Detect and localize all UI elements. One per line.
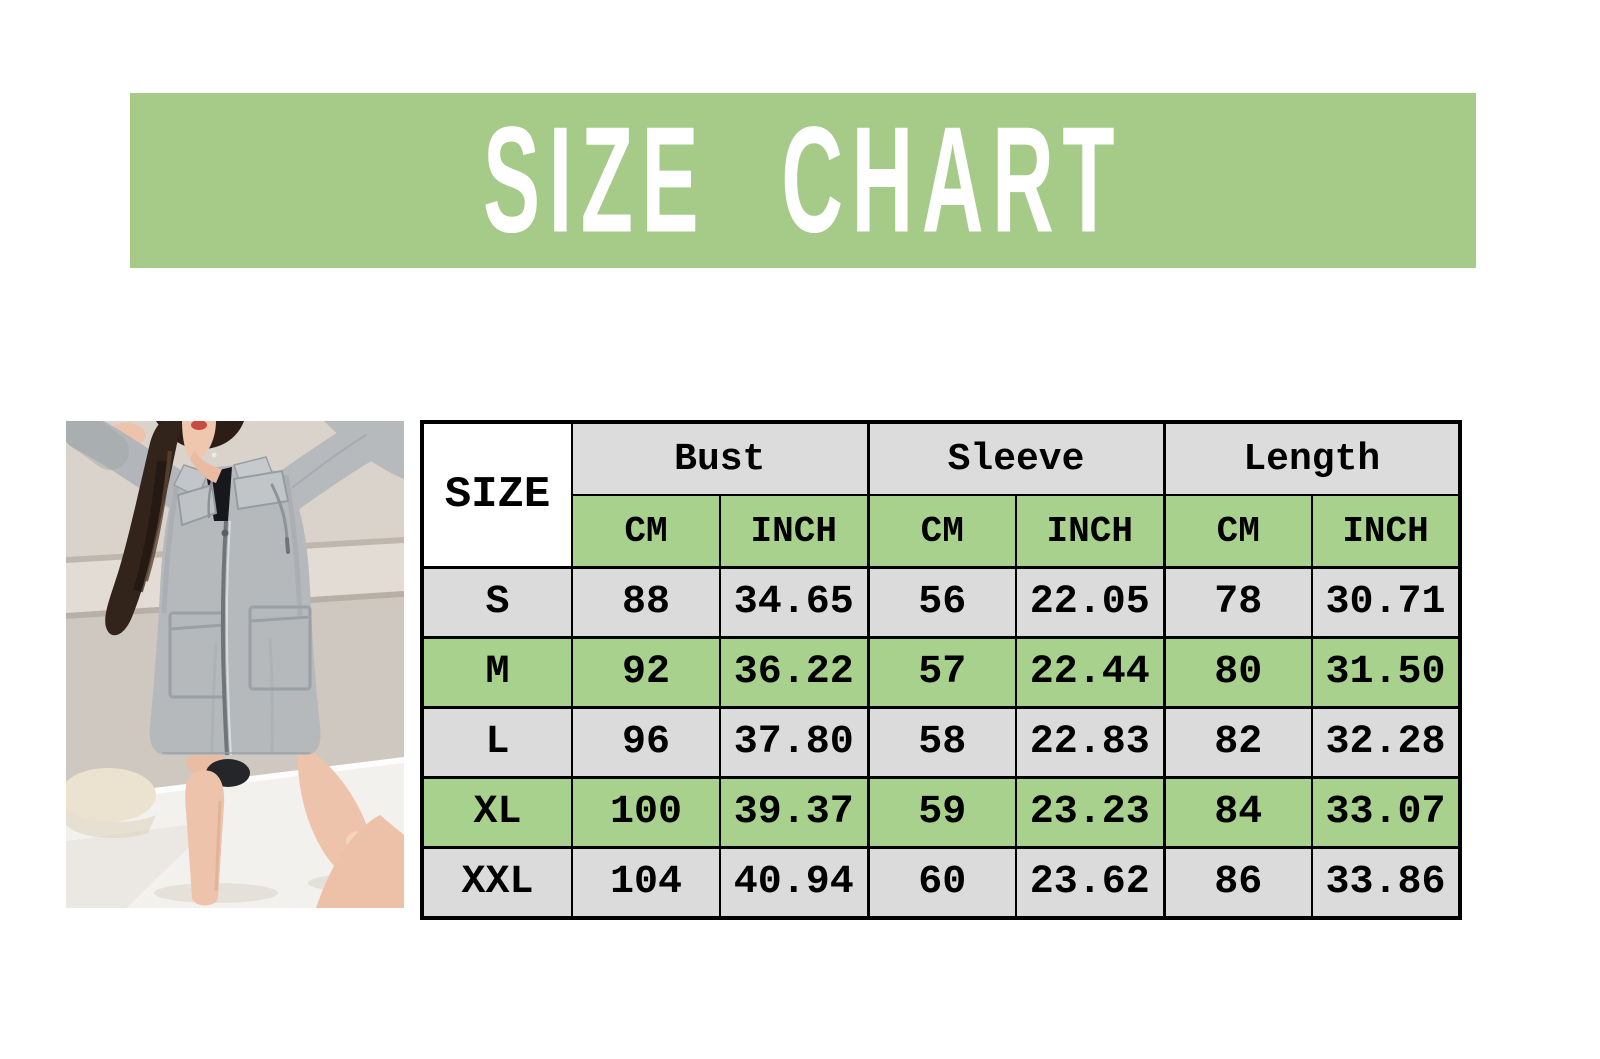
bust-inch-cell: 40.94 xyxy=(719,846,869,920)
bust-cm-cell: 104 xyxy=(571,846,721,920)
sleeve-cm-cell: 60 xyxy=(866,846,1017,920)
length-cm-cell: 80 xyxy=(1162,636,1314,709)
bust-cm-cell: 96 xyxy=(571,706,721,779)
size-table: SIZE Bust Sleeve Length CM INCH CM INCH … xyxy=(420,420,1463,920)
model-legs xyxy=(185,743,404,908)
bust-cm-cell: 88 xyxy=(571,566,721,639)
table-row-l: L 96 37.80 58 22.83 82 32.28 xyxy=(421,706,1462,779)
size-cell: S xyxy=(421,566,573,639)
sleeve-inch-cell: 23.62 xyxy=(1014,846,1166,920)
sleeve-cm-header: CM xyxy=(866,494,1017,569)
unit-header-row: CM INCH CM INCH CM INCH xyxy=(422,494,1462,569)
bust-inch-cell: 36.22 xyxy=(719,636,869,709)
sleeve-cm-cell: 56 xyxy=(866,566,1017,639)
gray-hoodie-dress xyxy=(149,456,321,756)
table-row-s: S 88 34.65 56 22.05 78 30.71 xyxy=(421,566,1462,639)
group-header-row: SIZE Bust Sleeve Length xyxy=(421,421,1462,569)
bust-cm-cell: 92 xyxy=(571,636,721,709)
sleeve-inch-cell: 23.23 xyxy=(1014,776,1166,849)
length-inch-cell: 33.07 xyxy=(1311,776,1462,849)
size-cell: XXL xyxy=(421,846,573,920)
bust-cm-cell: 100 xyxy=(571,776,721,849)
model-photo xyxy=(66,421,404,908)
table-row-xxl: XXL 104 40.94 60 23.62 86 33.86 xyxy=(421,846,1462,920)
size-cell: L xyxy=(421,706,573,779)
bust-group-header: Bust xyxy=(571,421,869,496)
length-cm-cell: 78 xyxy=(1162,566,1314,639)
bust-cm-header: CM xyxy=(571,494,721,569)
model-face xyxy=(182,421,222,483)
sleeve-inch-header: INCH xyxy=(1014,494,1166,569)
sleeve-cm-cell: 58 xyxy=(866,706,1017,779)
banner-title: SIZE CHART xyxy=(482,95,1124,265)
length-inch-cell: 31.50 xyxy=(1311,636,1462,709)
cushion xyxy=(66,768,156,839)
sleeve-cm-cell: 59 xyxy=(866,776,1017,849)
length-inch-cell: 32.28 xyxy=(1311,706,1462,779)
sleeve-cm-cell: 57 xyxy=(866,636,1017,709)
sleeve-group-header: Sleeve xyxy=(866,421,1166,496)
model-photo-illustration xyxy=(66,421,404,908)
length-inch-cell: 30.71 xyxy=(1311,566,1462,639)
bust-inch-cell: 39.37 xyxy=(719,776,869,849)
sleeve-inch-cell: 22.44 xyxy=(1014,636,1166,709)
sleeve-inch-cell: 22.83 xyxy=(1014,706,1166,779)
table-row-xl: XL 100 39.37 59 23.23 84 33.07 xyxy=(421,776,1462,849)
length-inch-cell: 33.86 xyxy=(1311,846,1462,920)
size-cell: M xyxy=(421,636,573,709)
table-row-m: M 92 36.22 57 22.44 80 31.50 xyxy=(421,636,1462,709)
banner: SIZE CHART xyxy=(130,93,1476,268)
bust-inch-header: INCH xyxy=(719,494,869,569)
length-inch-header: INCH xyxy=(1311,494,1462,569)
length-cm-header: CM xyxy=(1162,494,1314,569)
length-cm-cell: 86 xyxy=(1162,846,1314,920)
length-cm-cell: 82 xyxy=(1162,706,1314,779)
size-cell: XL xyxy=(421,776,573,849)
sleeve-inch-cell: 22.05 xyxy=(1014,566,1166,639)
length-group-header: Length xyxy=(1162,421,1462,496)
bust-inch-cell: 37.80 xyxy=(719,706,869,779)
length-cm-cell: 84 xyxy=(1162,776,1314,849)
bust-inch-cell: 34.65 xyxy=(719,566,869,639)
size-column-header: SIZE xyxy=(421,421,573,569)
hair-front xyxy=(105,421,182,636)
